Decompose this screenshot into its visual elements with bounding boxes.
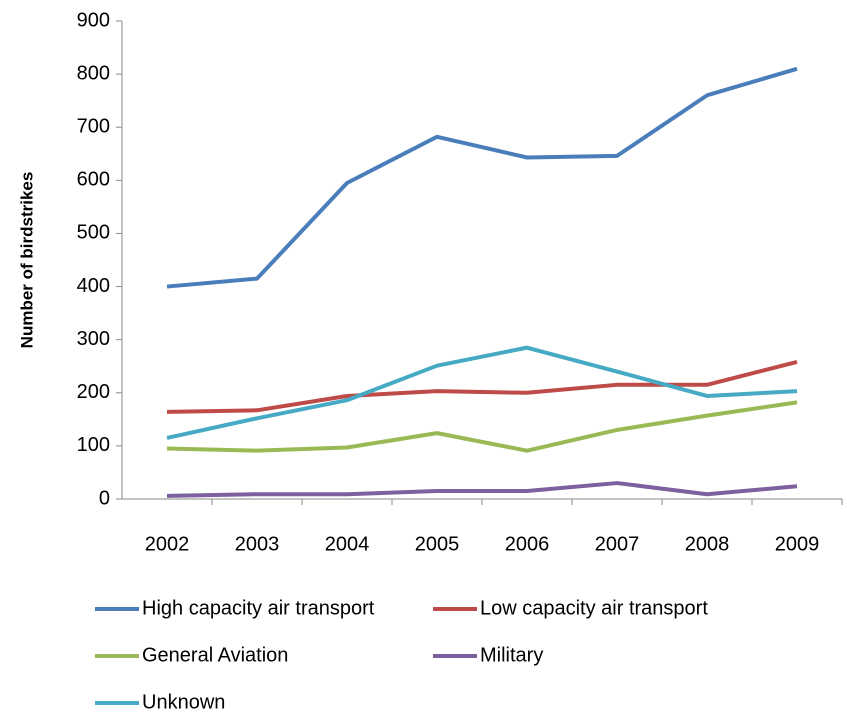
series-line <box>166 66 798 289</box>
x-tick-label: 2009 <box>775 533 820 555</box>
x-tick-label: 2004 <box>325 533 370 555</box>
y-tick-label: 500 <box>77 222 110 244</box>
legend-label: Unknown <box>142 691 225 713</box>
legend-label: Military <box>480 644 543 666</box>
y-tick-label: 0 <box>99 487 110 509</box>
y-tick-label: 600 <box>77 169 110 191</box>
y-tick-label: 100 <box>77 434 110 456</box>
x-tick-label: 2002 <box>145 533 190 555</box>
legend-label: Low capacity air transport <box>480 597 708 619</box>
y-tick-label: 900 <box>77 9 110 31</box>
y-tick-label: 200 <box>77 381 110 403</box>
y-tick-label: 700 <box>77 116 110 138</box>
x-tick-label: 2003 <box>235 533 280 555</box>
x-tick-label: 2007 <box>595 533 640 555</box>
x-tick-label: 2005 <box>415 533 460 555</box>
y-tick-label: 800 <box>77 62 110 84</box>
y-tick-label: 300 <box>77 328 110 350</box>
series-line <box>166 345 798 440</box>
series-line <box>166 360 798 414</box>
legend-label: High capacity air transport <box>142 597 375 619</box>
y-tick-label: 400 <box>77 275 110 297</box>
legend-label: General Aviation <box>142 644 288 666</box>
x-tick-label: 2006 <box>505 533 550 555</box>
x-tick-label: 2008 <box>685 533 730 555</box>
series-line <box>166 481 798 498</box>
y-axis-label: Number of birdstrikes <box>17 172 36 349</box>
series-line <box>166 400 798 453</box>
